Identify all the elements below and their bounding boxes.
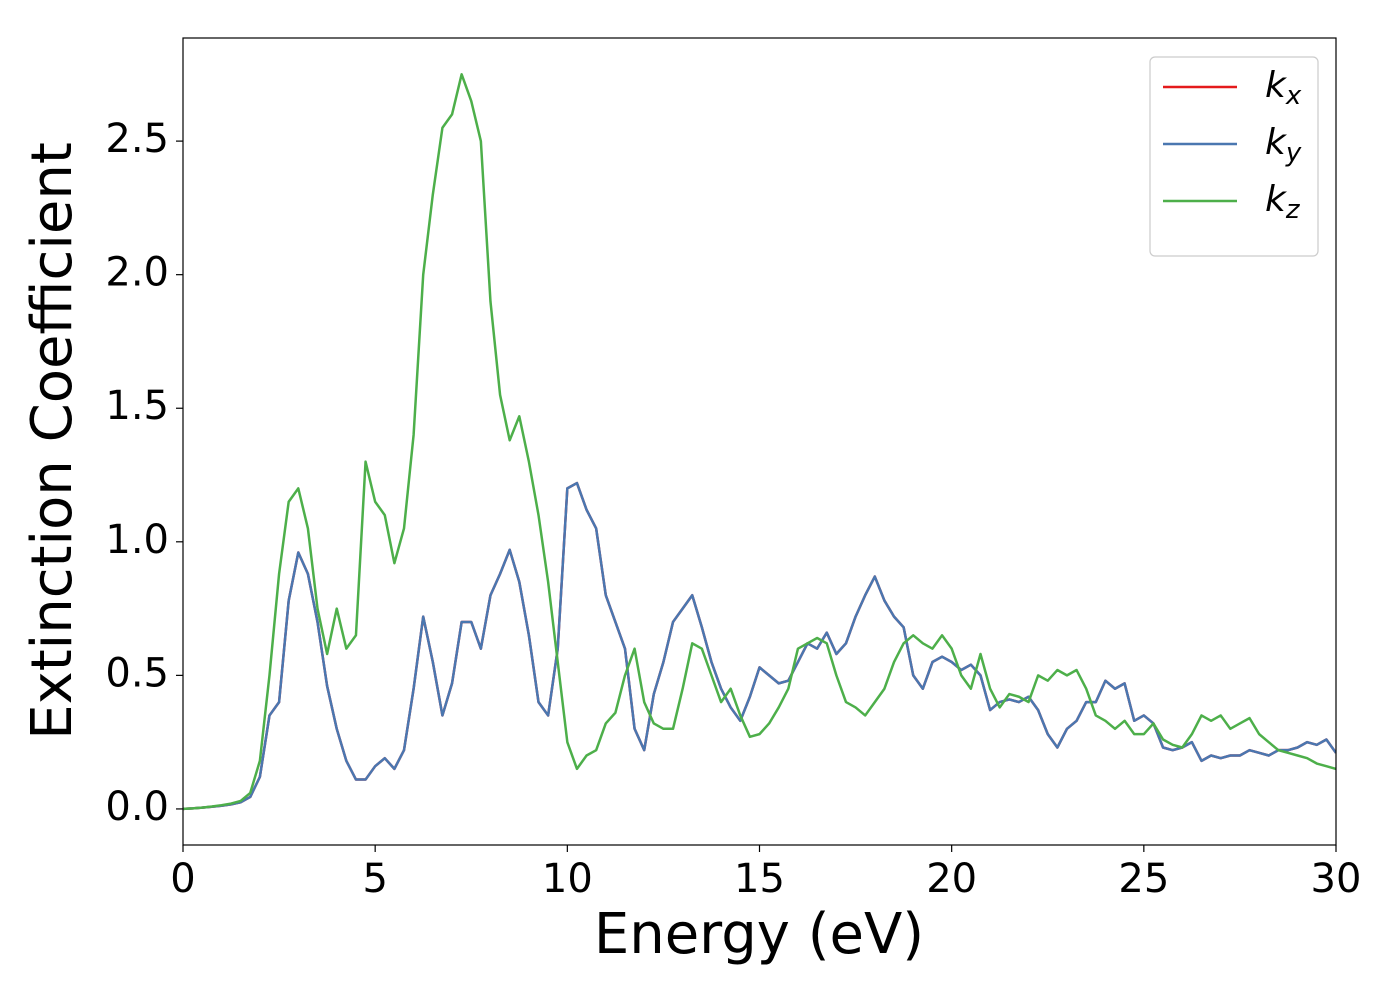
legend-box	[1149, 56, 1319, 257]
data-line	[183, 73, 1336, 811]
x-tick-label: 25	[1118, 856, 1169, 902]
x-tick-label: 15	[734, 856, 785, 902]
y-tick-label: 0.5	[105, 650, 169, 696]
y-tick-label: 2.5	[105, 116, 169, 162]
x-tick-label: 0	[170, 856, 195, 902]
y-axis-label: Extinction Coefficient	[20, 142, 85, 740]
plot-frame	[182, 37, 1337, 846]
y-tick-label: 0.0	[105, 784, 169, 830]
legend-label: kz	[1265, 179, 1301, 225]
x-tick-label: 10	[542, 856, 593, 902]
data-line	[183, 481, 1336, 811]
x-axis-label: Energy (eV)	[594, 902, 924, 967]
legend-label: ky	[1265, 122, 1302, 168]
x-tick-label: 20	[926, 856, 977, 902]
legend-label: kx	[1265, 65, 1302, 111]
x-tick-label: 5	[362, 856, 387, 902]
y-tick-label: 2.0	[105, 250, 169, 296]
y-tick-label: 1.0	[105, 517, 169, 563]
y-tick-label: 1.5	[105, 383, 169, 429]
data-line	[183, 481, 1336, 811]
x-tick-label: 30	[1311, 856, 1362, 902]
